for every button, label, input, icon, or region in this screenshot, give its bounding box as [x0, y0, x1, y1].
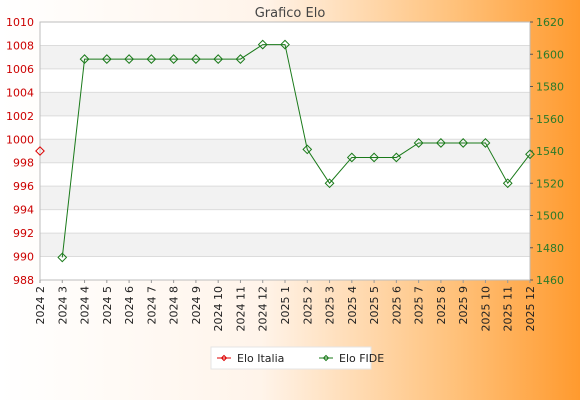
- data-point: [213, 54, 224, 64]
- data-point: [235, 54, 246, 64]
- data-point: [480, 138, 491, 148]
- legend-swatch-marker: [322, 354, 330, 362]
- y-left-tick-label: 990: [13, 251, 34, 264]
- data-point: [168, 54, 179, 64]
- legend-entry-label: Elo FIDE: [339, 352, 384, 365]
- y-right-tick-label: 1600: [536, 48, 564, 61]
- legend: Elo Italia Elo FIDE: [210, 346, 384, 370]
- x-tick-label: 2025 11: [502, 286, 515, 332]
- y-left-tick-label: 994: [13, 204, 34, 217]
- grid-band: [40, 209, 530, 234]
- x-tick-label: 2025 2: [301, 286, 314, 325]
- data-point: [191, 54, 201, 64]
- y-left-tick-label: 1004: [6, 86, 34, 99]
- y-right-tick-label: 1580: [536, 81, 564, 94]
- x-tick-label: 2024 4: [79, 286, 92, 325]
- data-point: [324, 178, 335, 189]
- data-point: [391, 152, 402, 163]
- data-point: [346, 152, 357, 163]
- y-left-tick-label: 1002: [6, 110, 34, 123]
- x-tick-label: 2025 3: [324, 286, 337, 325]
- x-tick-label: 2025 9: [457, 286, 470, 325]
- legend-swatch-marker: [220, 354, 228, 362]
- x-tick-label: 2024 8: [168, 286, 181, 325]
- x-tick-label: 2024 3: [56, 286, 69, 325]
- x-tick-label: 2024 9: [190, 286, 203, 325]
- x-tick-label: 2024 2: [34, 286, 47, 325]
- x-tick-label: 2025 7: [413, 286, 426, 325]
- y-left-tick-label: 1008: [6, 39, 34, 52]
- legend-box: [210, 346, 372, 370]
- y-left-tick-label: 992: [13, 227, 34, 240]
- y-right-tick-label: 1500: [536, 210, 564, 223]
- chart-title: Grafico Elo: [255, 6, 326, 21]
- y-left-tick-label: 1000: [6, 133, 34, 146]
- grid-band: [40, 68, 530, 93]
- data-point: [79, 54, 90, 64]
- grid-band: [40, 115, 530, 140]
- data-point: [436, 138, 446, 148]
- y-right-tick-label: 1480: [536, 242, 564, 255]
- y-left-tick-label: 1006: [6, 63, 34, 76]
- legend-entry-label: Elo Italia: [237, 352, 284, 365]
- y-left-tick-label: 998: [13, 157, 34, 170]
- x-tick-label: 2025 4: [346, 286, 359, 325]
- x-tick-label: 2024 5: [101, 286, 114, 325]
- x-tick-label: 2025 1: [279, 286, 292, 325]
- data-point: [57, 252, 68, 263]
- grid-band: [40, 139, 530, 163]
- y-left-tick-label: 988: [13, 274, 34, 287]
- data-point: [525, 149, 535, 160]
- grid-band: [40, 92, 530, 116]
- grid-band: [40, 45, 530, 69]
- data-point: [146, 54, 157, 64]
- y-right-tick-label: 1560: [536, 113, 564, 126]
- x-tick-label: 2024 12: [257, 286, 270, 332]
- plot-area: 988 990 992 994 996 998 1000 1002 1004 1006 1008 10…: [6, 16, 564, 332]
- x-tick-label: 2024 11: [234, 286, 247, 332]
- grid-band: [40, 233, 530, 257]
- data-point: [257, 39, 268, 50]
- y-right-tick-label: 1460: [536, 274, 564, 287]
- x-tick-label: 2025 8: [435, 286, 448, 325]
- x-tick-label: 2024 6: [123, 286, 136, 325]
- data-point: [124, 54, 134, 64]
- grid-band: [40, 22, 530, 46]
- y-right-tick-label: 1520: [536, 177, 564, 190]
- x-tick-label: 2025 6: [390, 286, 403, 325]
- y-left-tick-label: 996: [13, 180, 34, 193]
- x-tick-label: 2024 7: [145, 286, 158, 325]
- data-point: [502, 178, 513, 189]
- x-tick-label: 2025 12: [524, 286, 537, 332]
- data-point: [369, 152, 379, 163]
- data-point: [302, 144, 313, 155]
- x-tick-label: 2025 10: [479, 286, 492, 332]
- grid-band: [40, 186, 530, 210]
- data-point: [280, 39, 290, 50]
- series-line: [61, 44, 531, 258]
- grid-band: [40, 162, 530, 187]
- y-left-tick-label: 1010: [6, 16, 34, 29]
- y-right-tick-label: 1540: [536, 145, 564, 158]
- y-right-tick-label: 1620: [536, 16, 564, 29]
- x-tick-label: 2024 10: [212, 286, 225, 332]
- grid-band: [40, 256, 530, 280]
- data-point: [101, 54, 112, 64]
- x-tick-label: 2025 5: [368, 286, 381, 325]
- data-point: [413, 138, 424, 148]
- data-point: [35, 146, 45, 156]
- data-point: [458, 138, 469, 148]
